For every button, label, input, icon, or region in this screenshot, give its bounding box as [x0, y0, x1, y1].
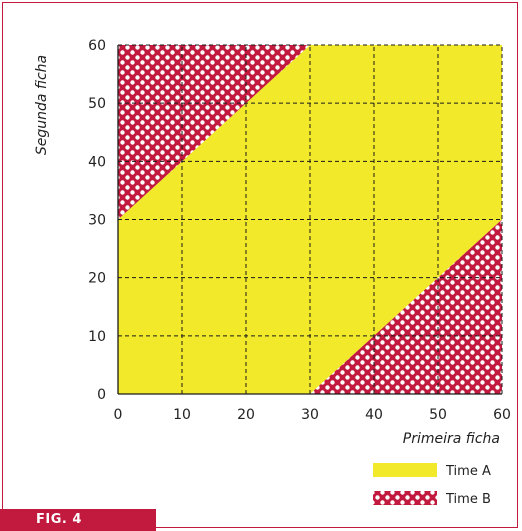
chart-grid [117, 44, 503, 395]
figure-frame [2, 2, 518, 528]
x-axis-label: Primeira ficha [403, 431, 500, 447]
region-time-b-1 [118, 45, 310, 220]
y-tick-label-30: 30 [88, 213, 106, 229]
legend-label-time-b: Time B [445, 492, 491, 507]
x-tick-label-20: 20 [237, 407, 255, 423]
y-tick-label-0: 0 [97, 387, 106, 403]
x-tick-label-60: 60 [493, 407, 511, 423]
chart-legend: Time A Time B [373, 463, 491, 507]
y-tick-label-50: 50 [88, 96, 106, 112]
chart-ticks: 0 10 20 30 40 50 60 0 10 20 30 40 50 60 [88, 38, 511, 423]
legend-swatch-time-b [373, 491, 437, 505]
legend-label-time-a: Time A [445, 464, 491, 479]
x-tick-label-40: 40 [365, 407, 383, 423]
y-tick-label-60: 60 [88, 38, 106, 54]
x-tick-label-10: 10 [173, 407, 191, 423]
region-time-b-2 [310, 219, 502, 394]
y-tick-label-40: 40 [88, 154, 106, 170]
x-tick-label-50: 50 [429, 407, 447, 423]
x-tick-label-0: 0 [114, 407, 123, 423]
y-tick-label-20: 20 [88, 271, 106, 287]
x-tick-label-30: 30 [301, 407, 319, 423]
y-tick-label-10: 10 [88, 329, 106, 345]
y-axis-label: Segunda ficha [34, 55, 50, 155]
legend-swatch-time-a [373, 463, 437, 477]
figure-tag: FIG. 4 [0, 509, 156, 531]
